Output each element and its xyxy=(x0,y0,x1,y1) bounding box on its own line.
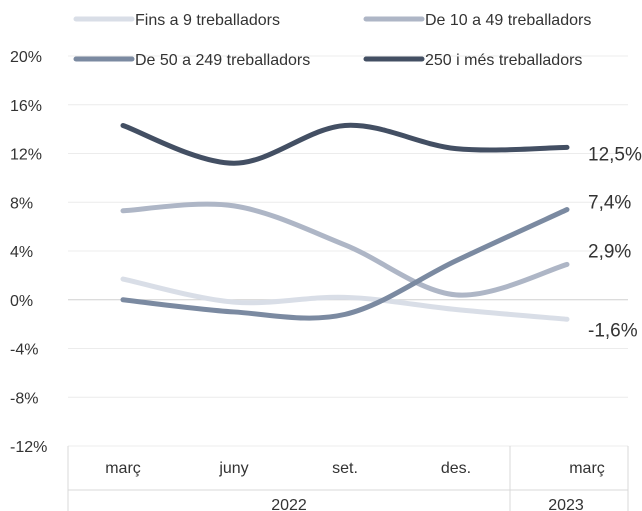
year-label: 2023 xyxy=(548,497,584,511)
series-line xyxy=(120,122,570,166)
x-tick-label: set. xyxy=(332,460,358,477)
y-tick-label: 20% xyxy=(10,49,42,66)
y-axis-tick-labels: 20% 16% 12% 8% 4% 0% -4% -8% -12% xyxy=(10,49,47,456)
end-value-label: 7,4% xyxy=(588,193,631,214)
y-tick-label: -8% xyxy=(10,390,38,407)
y-tick-label: 12% xyxy=(10,147,42,164)
end-value-label: 2,9% xyxy=(588,241,631,262)
series-line xyxy=(120,201,570,298)
y-tick-label: -12% xyxy=(10,439,47,456)
y-tick-label: -4% xyxy=(10,342,38,359)
x-tick-label: des. xyxy=(441,460,471,477)
y-tick-label: 4% xyxy=(10,244,33,261)
y-tick-label: 8% xyxy=(10,195,33,212)
series-lines xyxy=(120,122,570,322)
legend-label: De 10 a 49 treballadors xyxy=(425,12,591,29)
legend-label: De 50 a 249 treballadors xyxy=(135,52,310,69)
year-label: 2022 xyxy=(271,497,307,511)
end-value-label: -1,6% xyxy=(588,320,638,341)
legend: Fins a 9 treballadors De 10 a 49 treballa… xyxy=(73,12,591,69)
legend-label: 250 i més treballadors xyxy=(425,52,582,69)
grid-lines xyxy=(68,55,628,447)
x-tick-label: març xyxy=(105,460,141,477)
x-tick-label: juny xyxy=(218,460,248,477)
y-tick-label: 0% xyxy=(10,293,33,310)
legend-label: Fins a 9 treballadors xyxy=(135,12,280,29)
end-labels: -1,6% 2,9% 7,4% 12,5% xyxy=(588,144,642,341)
y-tick-label: 16% xyxy=(10,98,42,115)
x-tick-label: març xyxy=(569,460,605,477)
series-line xyxy=(120,207,570,321)
series-line xyxy=(120,276,570,322)
x-axis: març juny set. des. març 2022 2023 xyxy=(67,446,629,511)
end-value-label: 12,5% xyxy=(588,144,642,165)
